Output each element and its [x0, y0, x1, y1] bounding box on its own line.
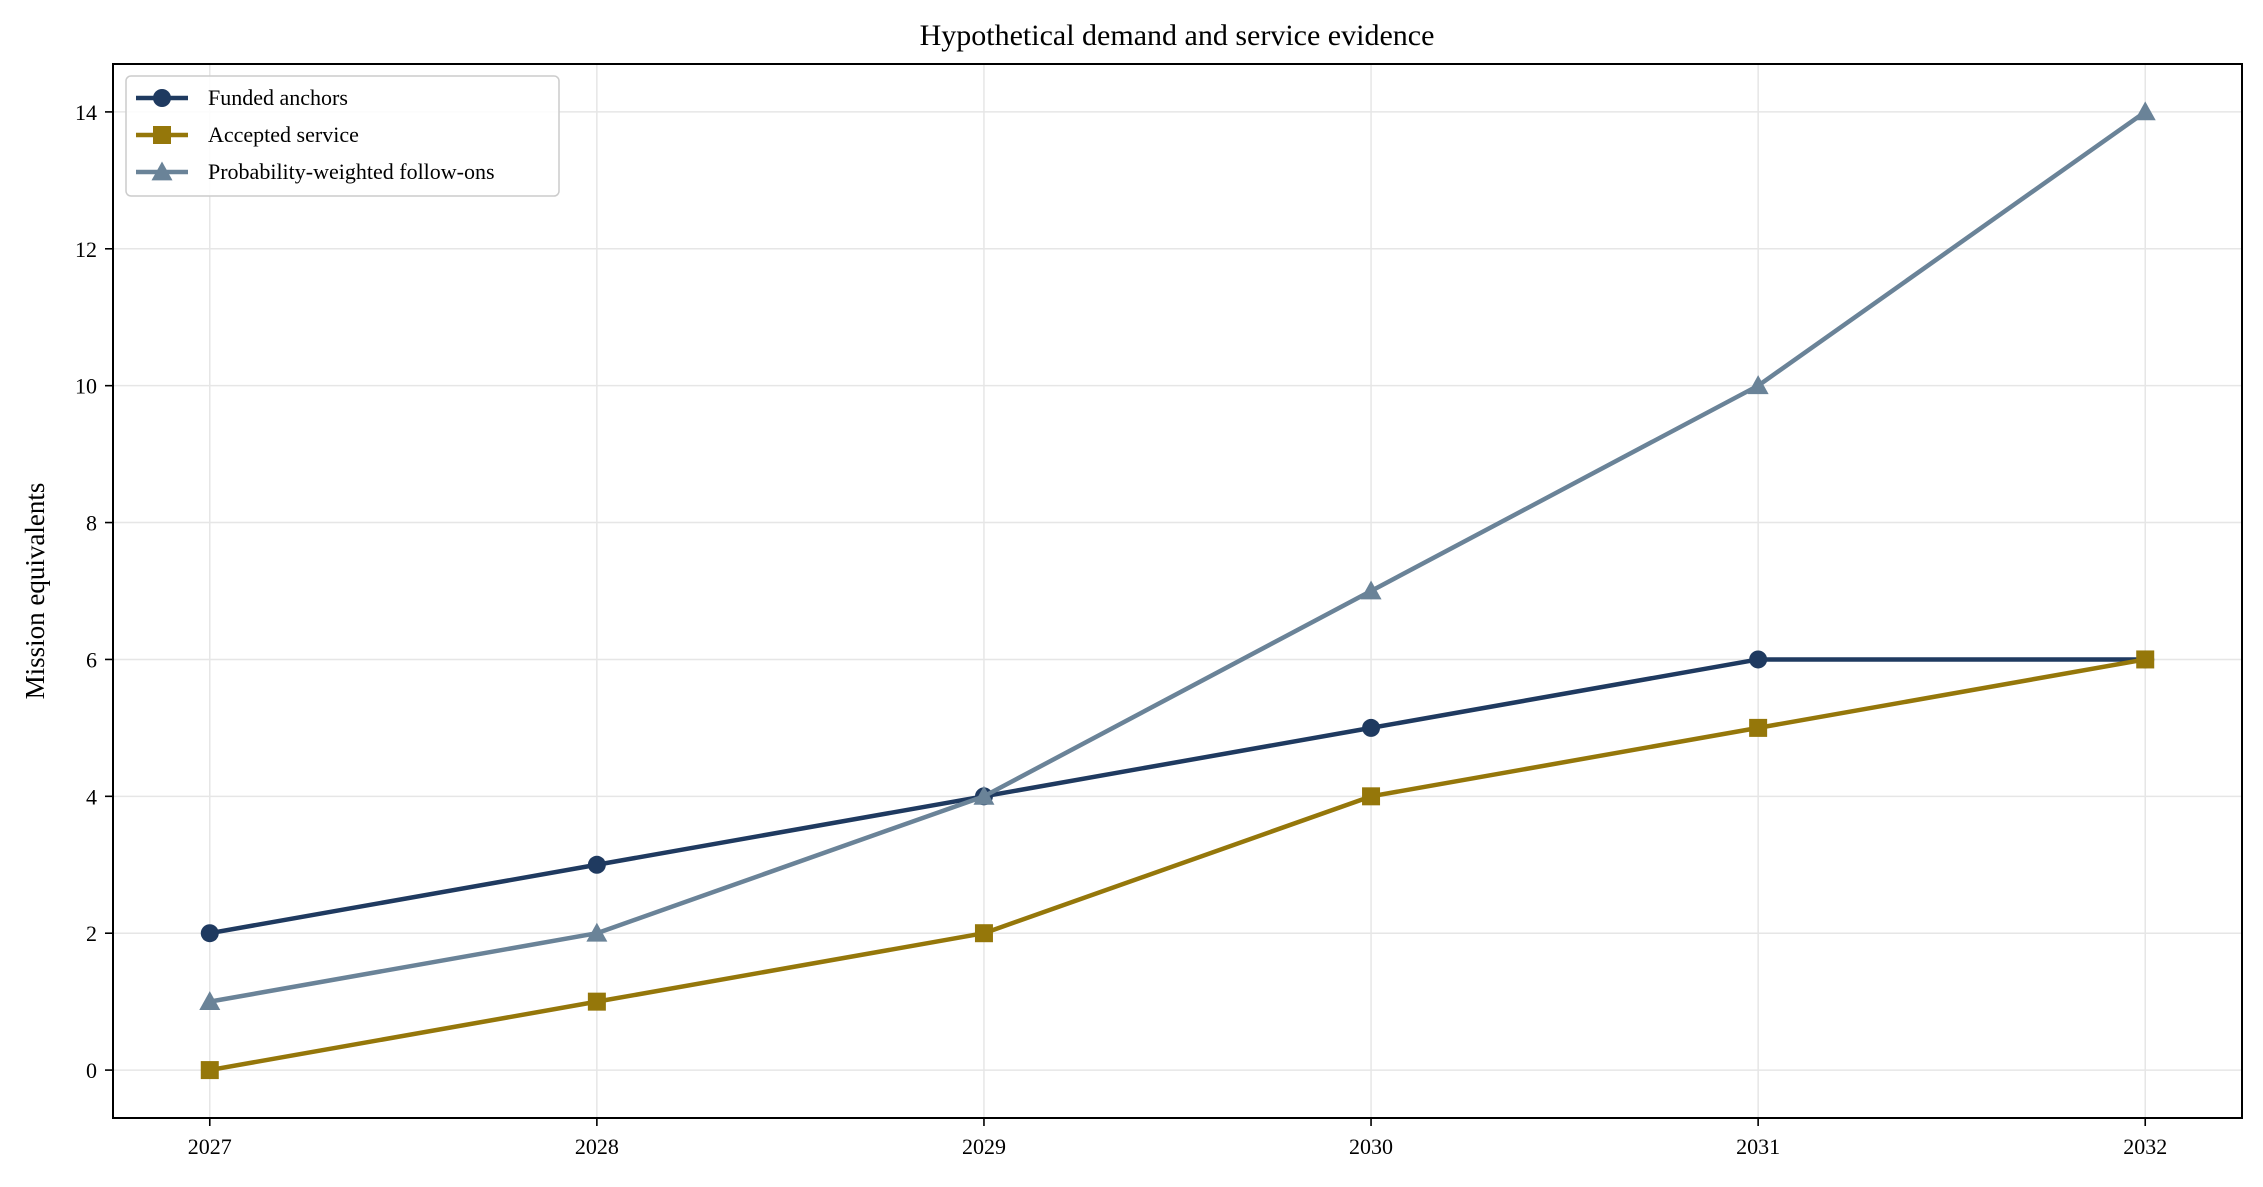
data-point [200, 924, 219, 943]
data-point [2136, 650, 2155, 669]
legend-label: Accepted service [208, 122, 359, 147]
data-point [1749, 650, 1768, 669]
chart-title: Hypothetical demand and service evidence [920, 19, 1435, 52]
data-point [1362, 718, 1381, 737]
y-axis: 0 2 4 6 8 10 12 14 [75, 100, 113, 1083]
x-tick-label: 2031 [1736, 1134, 1780, 1159]
data-point [199, 991, 221, 1011]
legend-item: Probability-weighted follow-ons [136, 159, 495, 184]
y-axis-label: Mission equivalents [20, 483, 50, 700]
data-point [587, 855, 606, 874]
legend: Funded anchors Accepted service Probabilit… [125, 75, 560, 197]
plot-frame [112, 63, 2243, 1119]
y-tick-label: 2 [86, 921, 97, 946]
y-tick-label: 14 [75, 100, 97, 125]
series-line [209, 657, 2146, 1073]
series-1 [200, 650, 2155, 1080]
data-point [1360, 580, 1382, 600]
data-point [2134, 101, 2156, 121]
data-point [1362, 787, 1381, 806]
series-line [209, 657, 2146, 936]
x-tick-label: 2032 [2123, 1134, 2167, 1159]
data-point [974, 924, 993, 943]
legend-box [125, 75, 560, 197]
legend-item: Funded anchors [136, 85, 348, 110]
x-axis: 2027 2028 2029 2030 2031 2032 [188, 1118, 2167, 1159]
legend-label: Funded anchors [208, 85, 348, 110]
x-tick-label: 2027 [188, 1134, 232, 1159]
y-tick-label: 10 [75, 374, 97, 399]
data-point [1747, 375, 1769, 395]
x-tick-label: 2028 [575, 1134, 619, 1159]
legend-item: Accepted service [136, 122, 359, 147]
x-tick-label: 2030 [1349, 1134, 1393, 1159]
series-line [209, 110, 2147, 1004]
data-point [587, 992, 606, 1011]
legend-marker [151, 161, 173, 181]
data-point [973, 785, 995, 805]
data-point [200, 1061, 219, 1080]
x-tick-label: 2029 [962, 1134, 1006, 1159]
y-tick-label: 0 [86, 1058, 97, 1083]
y-tick-label: 12 [75, 237, 97, 262]
y-tick-label: 6 [86, 647, 97, 672]
legend-marker [153, 89, 171, 107]
series-layer [199, 101, 2156, 1080]
y-tick-label: 8 [86, 511, 97, 536]
y-tick-label: 4 [86, 784, 97, 809]
data-point [1749, 718, 1768, 737]
grid [113, 64, 2242, 1118]
legend-marker [153, 126, 171, 144]
data-point [586, 922, 608, 942]
series-2 [199, 101, 2156, 1011]
legend-label: Probability-weighted follow-ons [208, 159, 495, 184]
